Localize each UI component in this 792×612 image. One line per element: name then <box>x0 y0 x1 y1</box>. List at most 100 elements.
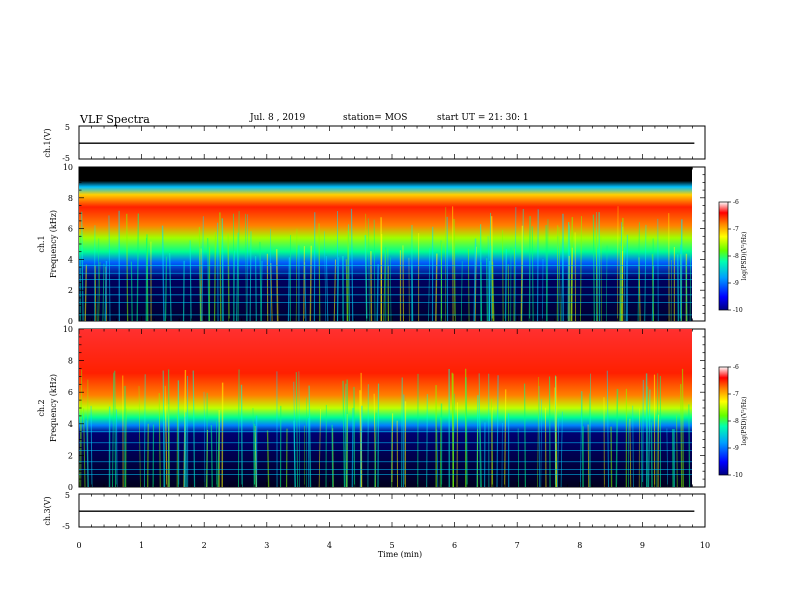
spectral-streak <box>163 421 166 488</box>
spectral-streak <box>213 231 217 322</box>
spectral-streak <box>637 222 640 322</box>
ch1-spec-ylabel: Frequency (kHz) <box>49 210 58 278</box>
ch1-ytick-label-4: 4 <box>68 255 73 264</box>
spectral-streak <box>688 404 691 488</box>
x-tick-label-6: 6 <box>452 541 457 550</box>
spectral-streak <box>255 256 257 322</box>
spectral-streak <box>324 231 327 322</box>
x-tick-label-8: 8 <box>577 541 582 550</box>
date-label: Jul. 8 , 2019 <box>250 113 306 123</box>
spectral-streak <box>540 399 542 488</box>
spectral-streak <box>488 260 491 322</box>
spectral-streak <box>606 245 608 322</box>
spectral-streak <box>165 405 168 488</box>
ch2-ytick-label-8: 8 <box>68 357 73 366</box>
spectral-streak <box>460 261 463 322</box>
spectral-streak <box>364 235 368 322</box>
ch2-colorbar: -6 -7 -8 -9 -10 log(PSD)(V²/Hz) <box>718 364 748 479</box>
spectral-streak <box>287 257 291 322</box>
spectral-streak <box>523 383 527 488</box>
ch1-ytick-label-2: 2 <box>68 286 73 295</box>
spectral-streak <box>237 369 240 488</box>
chart-title: VLF Spectra <box>80 113 150 126</box>
spectral-streak <box>353 386 356 488</box>
spectral-streak <box>90 405 93 488</box>
ch1-ytick-label-6: 6 <box>68 225 73 234</box>
spectral-streak <box>600 236 602 322</box>
x-axis-tick-labels: 0 1 2 3 4 5 6 7 8 9 10 <box>76 541 710 550</box>
spectral-streak <box>192 370 196 488</box>
spectral-streak <box>623 247 626 322</box>
spectral-streak <box>496 375 499 488</box>
ch2-ytick-label-0: 0 <box>68 483 73 492</box>
spectral-streak <box>115 409 118 488</box>
x-tick-label-3: 3 <box>264 541 269 550</box>
spectral-streak <box>359 405 363 488</box>
spectral-streak <box>480 262 483 322</box>
spectral-streak <box>474 246 477 322</box>
ch2-cb-tick-label--6: -6 <box>733 364 739 371</box>
x-axis-ticks <box>78 126 706 527</box>
spectral-streak <box>685 260 688 322</box>
ch2-spectrogram-image <box>79 329 692 487</box>
start-time-label: start UT = 21: 30: 1 <box>437 113 529 123</box>
spectral-streak <box>138 385 141 488</box>
spectral-streak <box>656 373 659 488</box>
spectral-streak <box>595 230 598 322</box>
spectral-streak <box>351 407 354 488</box>
x-axis-label: Time (min) <box>378 550 422 559</box>
spectral-streak <box>570 217 574 322</box>
spectral-streak <box>391 413 394 488</box>
ch3-ytick-bottom: -5 <box>62 522 70 531</box>
spectral-streak <box>383 249 386 322</box>
spectral-streak <box>504 389 507 488</box>
ch1-spec-channel-label: ch.1 <box>37 235 46 252</box>
spectral-streak <box>275 249 279 322</box>
ch2-ytick-label-2: 2 <box>68 451 73 460</box>
spectral-streak <box>270 262 273 322</box>
spectral-streak <box>677 254 680 322</box>
spectral-streak <box>203 391 206 488</box>
spectral-streak <box>528 216 531 322</box>
spectral-streak <box>104 260 108 322</box>
spectral-streak <box>504 248 508 322</box>
spectral-streak <box>490 245 493 322</box>
spectral-streak <box>182 260 185 322</box>
spectral-streak <box>318 223 321 322</box>
ch2-spec-channel-label: ch.2 <box>37 399 46 416</box>
spectral-streak <box>426 394 428 488</box>
ch2-ytick-label-6: 6 <box>68 388 73 397</box>
spectral-streak <box>544 407 547 488</box>
ch2-ytick-label-4: 4 <box>68 420 73 429</box>
spectral-streak <box>465 377 468 488</box>
spectral-streak <box>453 218 456 322</box>
ch2-cb-tick-label--10: -10 <box>733 472 743 479</box>
ch1-ytick-label-8: 8 <box>68 194 73 203</box>
ch1-cb-tick-label--9: -9 <box>733 280 739 287</box>
spectral-streak <box>108 215 111 322</box>
spectral-streak <box>368 218 370 322</box>
ch3-waveform-panel: 5 -5 ch.3(V) <box>43 491 706 531</box>
spectral-streak <box>579 216 582 322</box>
spectral-streak <box>556 418 560 488</box>
spectral-streak <box>308 385 312 488</box>
spectral-streak <box>581 391 584 488</box>
spectral-streak <box>579 390 583 488</box>
spectral-streak <box>589 373 592 488</box>
spectral-streak <box>233 250 235 322</box>
spectral-streak <box>558 227 561 322</box>
spectral-streak <box>567 222 570 322</box>
spectral-streak <box>632 405 634 488</box>
x-tick-label-0: 0 <box>76 541 81 550</box>
spectral-streak <box>295 228 298 322</box>
spectral-streak <box>236 232 239 322</box>
ch1-ytick-top: 5 <box>65 123 70 132</box>
ch3-ylabel: ch.3(V) <box>43 496 52 525</box>
spectral-streak <box>126 213 129 322</box>
spectral-streak <box>189 240 192 322</box>
spectral-streak <box>217 422 220 488</box>
spectral-streak <box>147 423 149 488</box>
ch1-waveform-panel: 5 -5 ch.1(V) <box>43 123 706 163</box>
ch1-colorbar-label: log(PSD)(V²/Hz) <box>741 232 748 281</box>
spectral-streak <box>666 428 668 488</box>
